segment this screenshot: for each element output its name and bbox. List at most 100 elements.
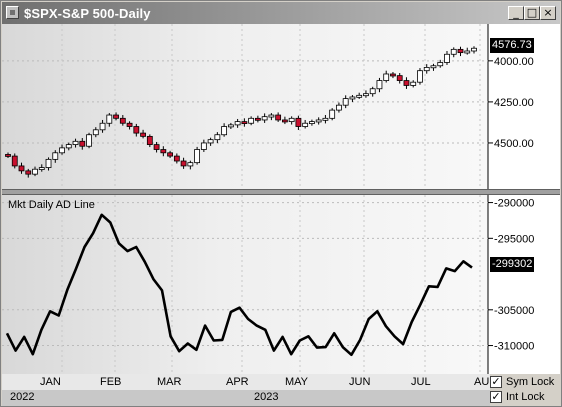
price-candle (349, 94, 356, 103)
ad-tick-label: -295000 (494, 233, 534, 245)
price-candle (11, 153, 18, 169)
ad-line-chart[interactable]: Mkt Daily AD Line -290000-295000-305000-… (2, 195, 560, 374)
ad-tick-label: -305000 (494, 305, 534, 317)
ad-tick-label: -290000 (494, 198, 534, 210)
price-candle (261, 113, 268, 123)
price-candle (457, 46, 464, 57)
price-candle (119, 115, 126, 126)
price-candle (336, 102, 342, 113)
month-label: JUL (411, 376, 431, 388)
price-candle (65, 142, 72, 151)
price-tick-label: 4000.00 (494, 56, 534, 68)
price-candle (268, 113, 275, 121)
ad-series-line (5, 213, 473, 357)
month-label: JUN (349, 376, 371, 388)
price-candle (59, 144, 65, 155)
month-label: APR (226, 376, 249, 388)
year-row: 2022 2023 (2, 390, 490, 406)
panel-divider[interactable] (2, 189, 560, 195)
int-lock-checkbox[interactable]: ✓ (490, 390, 502, 403)
price-candle (32, 166, 38, 177)
ad-y-ticks: -290000 -295000 -305000 -310000 (488, 198, 534, 353)
price-candle (18, 162, 25, 174)
price-candle (241, 118, 248, 127)
price-candle (126, 121, 133, 130)
price-candle (45, 157, 52, 171)
price-candle (99, 119, 106, 133)
price-candle (167, 150, 173, 159)
price-tick-label: 4250.00 (494, 97, 534, 109)
month-label: JAN (40, 376, 61, 388)
price-candle (464, 47, 471, 55)
ad-last-value: -299302 (490, 257, 535, 272)
year-label: 2022 (10, 391, 35, 403)
price-candle (38, 164, 45, 172)
price-candle (430, 63, 437, 71)
price-candle (227, 122, 234, 129)
window-title: $SPX-S&P 500-Daily (24, 6, 151, 21)
price-candle (423, 64, 430, 74)
ad-tick-label: -310000 (494, 341, 534, 353)
month-label: FEB (100, 376, 122, 388)
price-candle (309, 119, 315, 126)
ad-plot-background (2, 195, 488, 374)
price-candle (363, 90, 369, 98)
price-candle (471, 46, 477, 54)
ad-panel-title: Mkt Daily AD Line (8, 199, 95, 211)
price-candle (200, 139, 207, 152)
price-candle (86, 132, 92, 149)
price-candle (342, 95, 349, 109)
ad-gridlines (2, 195, 488, 374)
price-candle (5, 152, 11, 159)
ad-axis-background (488, 195, 560, 374)
price-candles (5, 46, 477, 178)
price-y-ticks: 4500.00 4250.00 4000.00 (488, 56, 534, 150)
price-candle (275, 112, 282, 122)
price-candle (72, 138, 79, 148)
price-candle (79, 138, 86, 150)
price-candle (383, 70, 390, 83)
price-candle (146, 134, 153, 148)
price-candle (390, 72, 396, 79)
close-button[interactable]: × (540, 6, 556, 20)
window-menu-icon[interactable] (6, 6, 19, 19)
price-candle (133, 123, 140, 137)
price-candle (403, 77, 410, 89)
price-candle (417, 68, 423, 85)
int-lock-label: Int Lock (506, 391, 545, 403)
price-candle (214, 132, 221, 144)
title-bar[interactable]: $SPX-S&P 500-Daily _ □ × (2, 2, 560, 24)
price-candle (160, 146, 167, 157)
price-candle (410, 80, 417, 88)
price-candle (52, 150, 59, 163)
price-candle (194, 146, 201, 165)
price-candle (92, 127, 99, 138)
price-candle (153, 141, 160, 153)
price-candle (221, 123, 228, 137)
price-candle (302, 119, 309, 129)
price-candle (329, 108, 336, 121)
price-chart[interactable]: 4500.00 4250.00 4000.00 (2, 24, 560, 189)
minimize-button[interactable]: _ (508, 6, 524, 20)
sym-lock-checkbox[interactable]: ✓ (490, 375, 502, 388)
sym-lock-label: Sym Lock (506, 376, 555, 388)
month-row: JAN FEB MAR APR MAY JUN JUL AU (2, 374, 490, 390)
price-candle (207, 137, 214, 146)
month-label: AU (474, 376, 490, 388)
price-candle (396, 72, 403, 84)
price-candle (254, 115, 261, 123)
month-label: MAR (157, 376, 182, 388)
price-last-value: 4576.73 (490, 38, 534, 53)
price-candle (437, 59, 444, 68)
price-candle (356, 92, 363, 99)
price-candle (234, 118, 241, 128)
maximize-button[interactable]: □ (524, 6, 540, 20)
price-candle (315, 117, 322, 125)
price-candle (288, 116, 295, 125)
price-candle (106, 113, 113, 127)
price-candle (322, 115, 329, 124)
price-candle (180, 157, 187, 169)
price-candle (376, 77, 383, 93)
price-candle (187, 160, 194, 170)
